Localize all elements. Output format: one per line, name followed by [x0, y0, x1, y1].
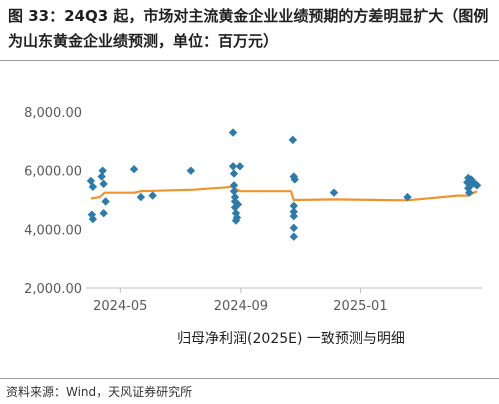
- x-axis-label: 归母净利润(2025E) 一致预测与明细: [177, 330, 405, 347]
- y-tick-label: 2,000.00: [24, 282, 82, 297]
- figure-title: 图 33：24Q3 起，市场对主流黄金企业业绩预期的方差明显扩大（图例为山东黄金…: [8, 7, 489, 50]
- forecast-point: [288, 135, 298, 145]
- y-axis-ticks: 2,000.00 4,000.00 6,000.00 8,000.00: [24, 106, 82, 297]
- x-tick-label: 2024-09: [214, 299, 268, 314]
- forecast-point: [101, 197, 110, 206]
- forecast-point: [290, 175, 299, 184]
- forecast-point: [148, 191, 157, 200]
- x-tick-label: 2024-05: [93, 299, 147, 314]
- forecast-point: [233, 200, 243, 209]
- forecast-point: [136, 192, 146, 202]
- forecast-point: [228, 128, 238, 137]
- forecast-point: [98, 166, 107, 175]
- forecast-point: [472, 181, 482, 190]
- consensus-line-path: [90, 185, 478, 202]
- x-axis-ticks: 2024-05 2024-09 2025-01: [93, 288, 388, 314]
- forecast-points: [86, 128, 482, 241]
- forecast-point: [289, 223, 299, 233]
- forecast-point: [88, 214, 98, 224]
- forecast-point: [464, 184, 473, 193]
- y-tick-label: 8,000.00: [24, 106, 82, 121]
- forecast-point: [186, 166, 196, 175]
- forecast-point: [403, 192, 412, 202]
- y-tick-label: 6,000.00: [24, 165, 82, 180]
- top-divider: [0, 60, 499, 61]
- forecast-point: [289, 211, 299, 221]
- forecast-point: [229, 187, 239, 196]
- bottom-divider: [0, 378, 499, 379]
- consensus-line: [90, 185, 478, 202]
- source-note: 资料来源：Wind，天风证券研究所: [6, 385, 193, 399]
- forecast-point: [329, 188, 339, 197]
- forecast-point: [88, 182, 98, 191]
- forecast-point: [229, 181, 239, 190]
- forecast-point: [235, 162, 245, 171]
- forecast-point: [99, 209, 108, 218]
- forecast-point: [289, 207, 299, 216]
- forecast-point: [129, 165, 139, 174]
- forecast-point: [289, 201, 299, 211]
- forecast-point: [232, 213, 242, 222]
- forecast-point: [228, 162, 238, 171]
- forecast-point: [230, 192, 240, 202]
- scatter-chart: 2,000.00 4,000.00 6,000.00 8,000.00 2024-05…: [24, 106, 482, 347]
- forecast-point: [289, 232, 299, 241]
- forecast-point: [99, 179, 108, 189]
- forecast-point: [97, 172, 106, 181]
- x-tick-label: 2025-01: [333, 299, 387, 314]
- forecast-point: [465, 188, 474, 197]
- y-tick-label: 4,000.00: [24, 223, 82, 238]
- forecast-point: [229, 169, 239, 178]
